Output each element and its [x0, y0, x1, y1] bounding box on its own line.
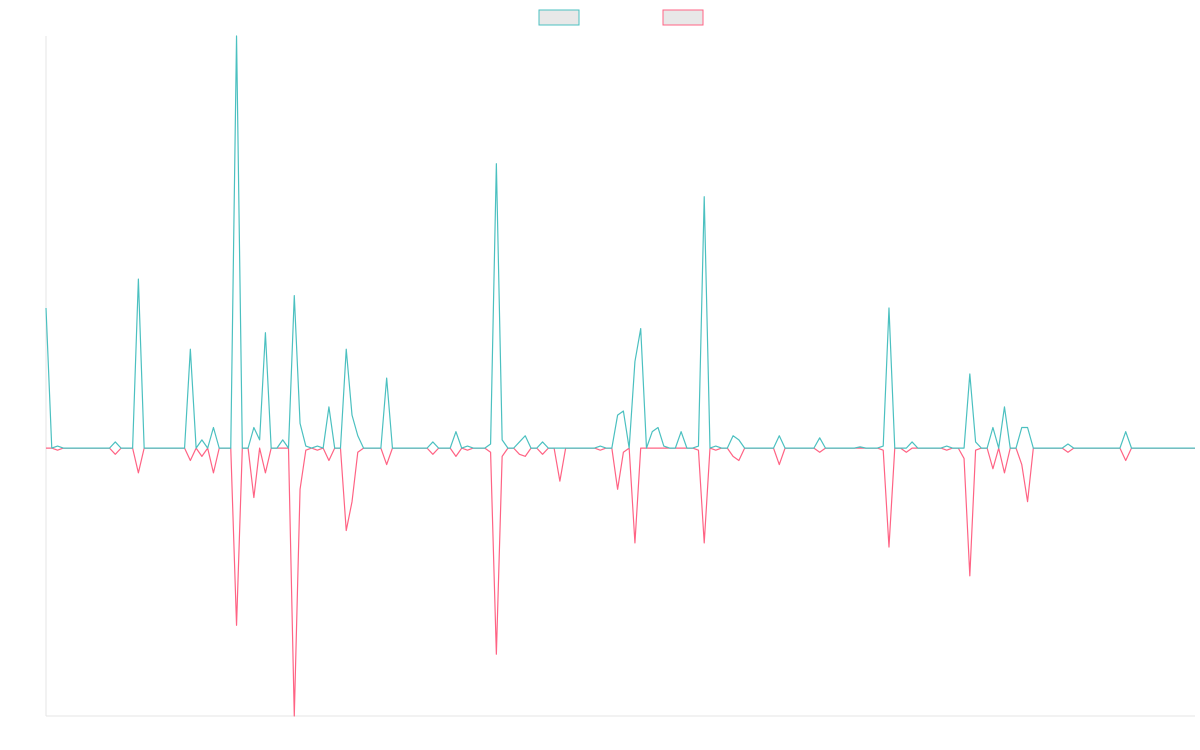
- series-line: [46, 447, 1195, 717]
- legend-swatch[interactable]: [538, 9, 580, 26]
- legend-swatch[interactable]: [662, 9, 704, 26]
- series-line: [45, 35, 1195, 449]
